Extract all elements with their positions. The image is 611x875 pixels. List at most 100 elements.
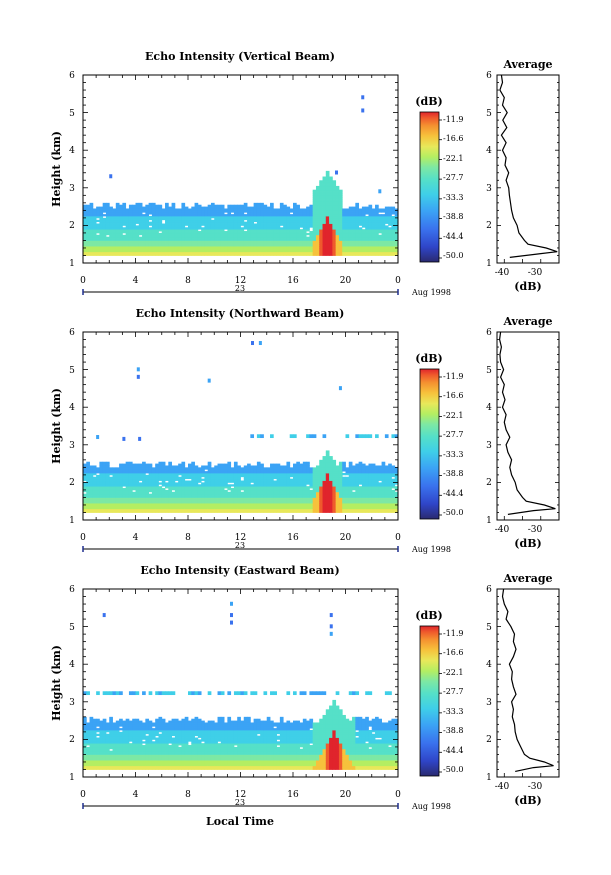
heatmap-cell [250, 221, 255, 224]
heatmap-cell [174, 251, 179, 254]
heatmap-cell [178, 463, 182, 466]
heatmap-cell [368, 229, 373, 232]
heatmap-cell [99, 499, 104, 502]
heatmap-cell [348, 244, 353, 247]
heatmap-cell [329, 242, 333, 245]
heatmap-cell [355, 465, 360, 468]
heatmap-cell [240, 238, 245, 241]
heatmap-cell [260, 253, 264, 256]
heatmap-cell [207, 216, 212, 219]
heatmap-cell [266, 484, 271, 487]
heatmap-cell [342, 232, 346, 236]
heatmap-cell [361, 208, 366, 211]
heatmap-cell [207, 489, 212, 493]
heatmap-cell [188, 499, 192, 502]
heatmap-cell [194, 234, 199, 238]
heatmap-cell [174, 501, 179, 504]
heatmap-cell [125, 484, 130, 487]
heatmap-cell [145, 227, 150, 230]
heatmap-cell [256, 238, 261, 241]
heatmap-cell [224, 225, 228, 228]
heatmap-cell [361, 236, 366, 239]
heatmap-cell [128, 508, 133, 511]
heatmap-cell [263, 219, 268, 223]
heatmap-cell [332, 214, 337, 217]
heatmap-cell [83, 486, 87, 489]
heatmap-cell [83, 223, 87, 226]
heatmap-cell [83, 244, 87, 247]
heatmap-cell [184, 214, 189, 217]
heatmap-cell [394, 244, 399, 247]
heatmap-cell [109, 231, 113, 234]
heatmap-cell [293, 247, 297, 251]
heatmap-cell [335, 469, 340, 472]
heatmap-cell [348, 465, 353, 468]
heatmap-cell [315, 223, 320, 226]
heatmap-cell [263, 249, 268, 253]
heatmap-cell [194, 471, 199, 474]
heatmap-cell [151, 476, 156, 480]
heatmap-cell [227, 508, 232, 511]
heatmap-cell [263, 210, 268, 213]
heatmap-cell [332, 184, 337, 187]
heatmap-cell [250, 208, 255, 211]
heatmap-cell [319, 189, 323, 192]
heatmap-cell [165, 221, 169, 224]
heatmap-cell [332, 202, 337, 206]
heatmap-cell [276, 493, 281, 496]
heatmap-cell [250, 225, 255, 228]
heatmap-cell [89, 510, 94, 513]
heatmap-cell [122, 474, 127, 478]
heatmap-cell [230, 225, 235, 228]
heatmap-cell [325, 185, 330, 189]
heatmap-cell [128, 227, 133, 230]
heatmap-cell [171, 232, 176, 236]
heatmap-cell [158, 247, 163, 251]
heatmap-cell [253, 486, 258, 489]
heatmap-cell [217, 204, 222, 207]
heatmap-cell [247, 497, 251, 500]
heatmap-cell [286, 461, 291, 464]
heatmap-cell [148, 210, 153, 213]
heatmap-cell [342, 465, 346, 468]
heatmap-cell [319, 210, 323, 213]
heatmap-cell [158, 212, 163, 215]
heatmap-cell [181, 232, 186, 236]
heatmap-cell [174, 499, 179, 502]
heatmap-cell [250, 210, 255, 213]
heatmap-cell [194, 474, 199, 478]
heatmap-cell [253, 246, 258, 249]
heatmap-cell [168, 484, 172, 487]
heatmap-cell [217, 501, 222, 504]
heatmap-cell [217, 508, 222, 511]
heatmap-cell [319, 486, 323, 489]
heatmap-cell [109, 234, 113, 238]
heatmap-cell [335, 251, 340, 254]
heatmap-cell [375, 236, 379, 239]
heatmap-cell [105, 240, 110, 243]
heatmap-cell [220, 486, 225, 489]
heatmap-cell [306, 253, 310, 256]
heatmap-cell [388, 246, 392, 249]
heatmap-cell [286, 493, 291, 496]
heatmap-cell [178, 251, 182, 254]
heatmap-cell [115, 219, 120, 223]
heatmap-cell [122, 478, 127, 481]
heatmap-cell [394, 253, 399, 256]
heatmap-cell [155, 484, 159, 487]
heatmap-cell [240, 234, 245, 238]
heatmap-cell [145, 225, 150, 228]
heatmap-cell [125, 234, 130, 238]
heatmap-cell [122, 469, 127, 472]
heatmap-cell [394, 234, 399, 238]
heatmap-cell [237, 219, 241, 223]
heatmap-cell [270, 499, 274, 502]
heatmap-cell [220, 467, 225, 470]
heatmap-cell [230, 229, 235, 232]
heatmap-cell [217, 247, 222, 251]
heatmap-cell [168, 474, 172, 478]
heatmap-cell [270, 231, 274, 234]
heatmap-cell [250, 242, 255, 245]
heatmap-cell [96, 219, 100, 223]
heatmap-cell [92, 214, 97, 217]
